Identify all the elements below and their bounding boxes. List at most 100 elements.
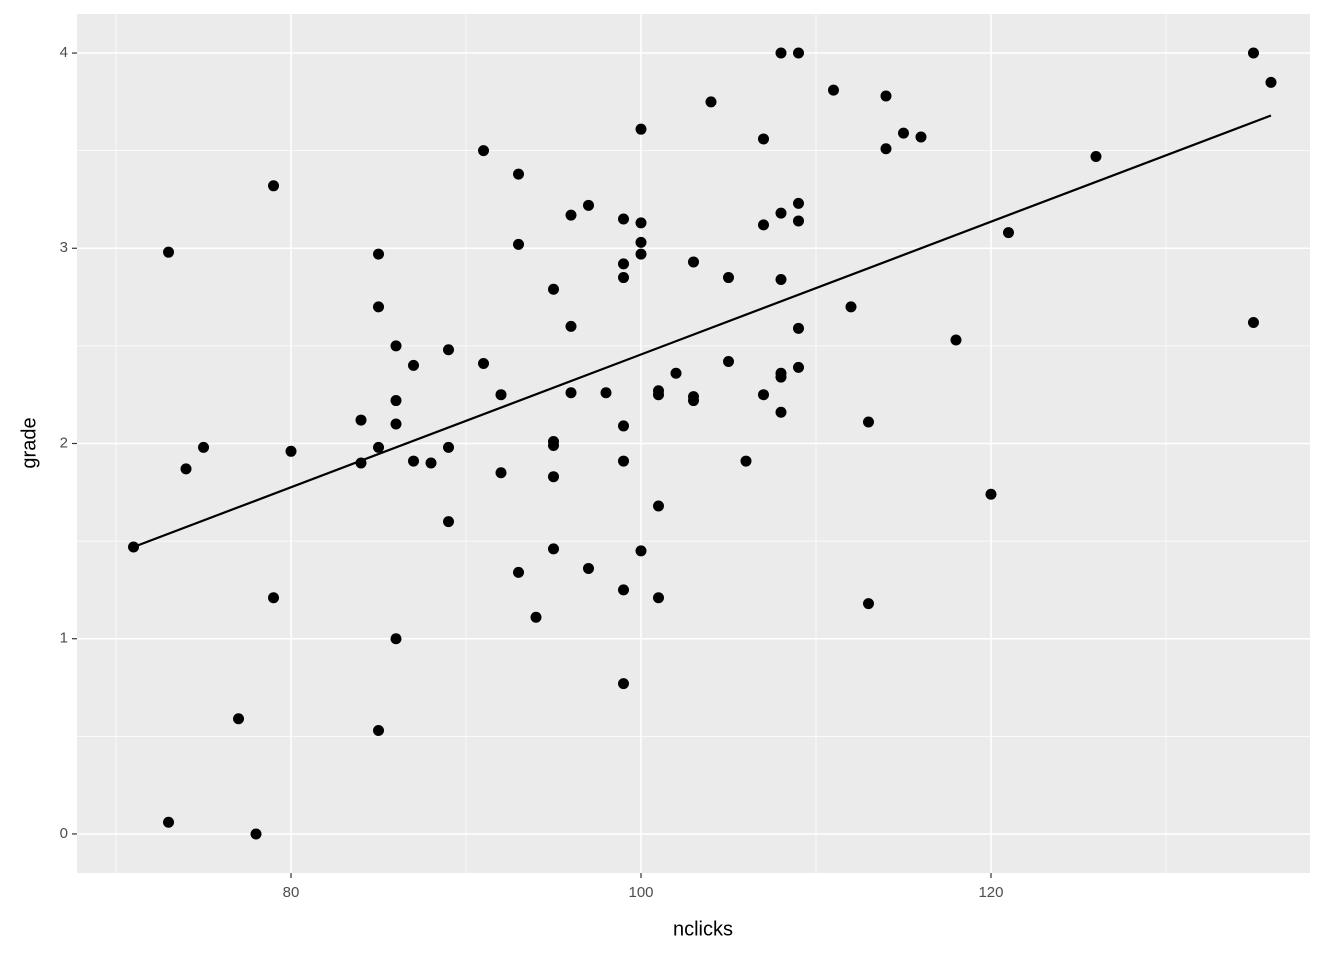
- point: [390, 340, 402, 352]
- point: [373, 301, 385, 313]
- point: [513, 168, 525, 180]
- point: [355, 414, 367, 426]
- point: [548, 283, 560, 295]
- point: [250, 828, 262, 840]
- point: [618, 455, 630, 467]
- point: [618, 213, 630, 225]
- point: [722, 272, 734, 284]
- y-tick-label: 2: [60, 434, 68, 451]
- point: [688, 395, 699, 407]
- point: [443, 344, 455, 356]
- point: [443, 441, 455, 453]
- point: [495, 389, 507, 401]
- point: [1247, 316, 1259, 328]
- point: [775, 274, 787, 286]
- point: [897, 127, 909, 139]
- point: [513, 566, 525, 578]
- point: [163, 816, 175, 828]
- point: [565, 209, 577, 221]
- point: [670, 367, 682, 379]
- y-tick-label: 4: [60, 44, 68, 61]
- point: [792, 215, 804, 227]
- point: [373, 724, 385, 736]
- point: [635, 217, 647, 229]
- point: [618, 420, 630, 432]
- point: [618, 584, 630, 596]
- point: [600, 387, 612, 399]
- point: [740, 455, 752, 467]
- point: [880, 90, 892, 102]
- point: [792, 361, 804, 373]
- point: [495, 467, 507, 479]
- point: [635, 123, 647, 135]
- point: [688, 256, 699, 268]
- point: [390, 395, 402, 407]
- point: [653, 592, 665, 604]
- point: [653, 500, 665, 512]
- point: [268, 180, 280, 192]
- point: [862, 598, 874, 610]
- point: [618, 678, 630, 690]
- point: [915, 131, 927, 143]
- point: [862, 416, 874, 428]
- point: [565, 320, 577, 332]
- point: [775, 47, 787, 59]
- point: [548, 543, 560, 555]
- point: [845, 301, 857, 313]
- point: [880, 143, 892, 155]
- point: [635, 236, 647, 248]
- point: [985, 488, 997, 500]
- point: [443, 516, 455, 528]
- point: [198, 441, 210, 453]
- point: [478, 357, 490, 369]
- point: [408, 359, 420, 371]
- point: [373, 248, 385, 260]
- point: [775, 406, 787, 418]
- point: [513, 238, 525, 250]
- point: [583, 562, 595, 574]
- point: [792, 47, 804, 59]
- point: [268, 592, 280, 604]
- point: [285, 445, 297, 457]
- point: [1247, 47, 1259, 59]
- point: [705, 96, 717, 108]
- point: [618, 258, 630, 270]
- y-axis-title: grade: [18, 417, 40, 468]
- point: [530, 611, 542, 623]
- point: [775, 207, 787, 219]
- fit-line: [133, 114, 1272, 548]
- point: [233, 713, 245, 725]
- point: [180, 463, 192, 475]
- point: [548, 439, 560, 451]
- point: [583, 199, 595, 211]
- point: [618, 272, 630, 284]
- point: [565, 387, 577, 399]
- y-tick-label: 1: [60, 630, 68, 647]
- point: [163, 246, 175, 258]
- y-tick-label: 0: [60, 825, 68, 842]
- x-tick-label: 80: [283, 884, 300, 901]
- point: [373, 441, 385, 453]
- point: [408, 455, 420, 467]
- point: [775, 371, 787, 383]
- point: [390, 418, 402, 430]
- point: [653, 389, 665, 401]
- y-tick-label: 3: [60, 239, 68, 256]
- point: [425, 457, 437, 469]
- point: [792, 197, 804, 209]
- x-axis-title: nclicks: [673, 918, 733, 940]
- point: [757, 219, 769, 231]
- point: [635, 248, 647, 260]
- point: [757, 133, 769, 145]
- point: [1002, 227, 1014, 239]
- x-tick-label: 100: [628, 884, 653, 901]
- point: [1265, 76, 1277, 88]
- point: [390, 633, 402, 645]
- point: [1090, 151, 1102, 163]
- point: [757, 389, 769, 401]
- point: [478, 145, 490, 157]
- point: [548, 471, 560, 483]
- point: [635, 545, 647, 557]
- point: [722, 356, 734, 368]
- point: [827, 84, 839, 96]
